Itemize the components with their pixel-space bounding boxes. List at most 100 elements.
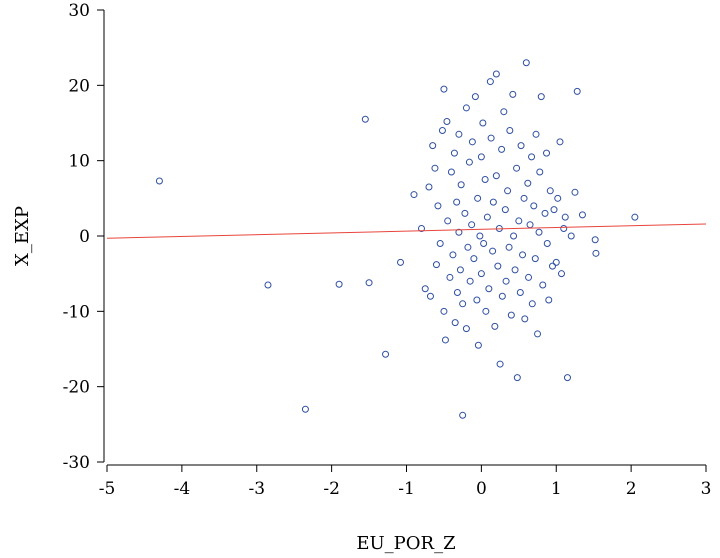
data-point [483,213,491,221]
data-point [446,273,454,281]
data-point [519,251,527,259]
data-point [474,341,482,349]
x-tick-label: -4 [174,479,191,499]
data-point [477,153,485,161]
x-tick-label: -2 [323,479,340,499]
data-point [431,164,439,172]
data-point [476,232,484,240]
data-point [451,319,459,327]
data-point [365,279,373,287]
data-point [525,273,533,281]
data-point [473,296,481,304]
data-point [489,247,497,255]
data-point [573,87,581,95]
data-point [447,168,455,176]
data-point [549,262,557,270]
data-point [545,296,553,304]
data-point [511,266,519,274]
data-point [492,70,500,78]
data-point [504,187,512,195]
data-point [465,158,473,166]
data-point [567,232,575,240]
data-point [502,277,510,285]
data-point [498,292,506,300]
data-point [479,119,487,127]
y-axis-title: X_EXP [12,206,33,266]
data-point [457,181,465,189]
data-point [517,142,525,150]
data-point [554,194,562,202]
data-point [441,336,449,344]
data-point [524,179,532,187]
data-point [440,307,448,315]
data-point [456,266,464,274]
data-point [470,255,478,263]
data-point [591,236,599,244]
data-point [434,202,442,210]
fit-line [106,223,707,239]
data-point [541,209,549,217]
data-point [571,188,579,196]
data-point [509,90,517,98]
data-point [436,240,444,248]
data-point [466,277,474,285]
x-tick-label: 3 [701,479,712,499]
data-point [537,93,545,101]
data-point [513,374,521,382]
y-tick-label: 10 [68,152,90,172]
data-point [421,285,429,293]
x-axis-ticks: -5 -4 -3 -2 -1 0 1 2 3 [99,465,712,499]
data-point [507,311,515,319]
data-point [563,374,571,382]
data-point [455,228,463,236]
data-point [492,172,500,180]
data-point [592,249,600,257]
data-point [361,115,369,123]
data-point [264,281,272,289]
data-point [449,251,457,259]
data-point [471,93,479,101]
data-point [486,78,494,86]
data-point [506,127,514,135]
data-point [578,211,586,219]
data-point [510,232,518,240]
x-axis-title: EU_POR_Z [356,533,455,554]
x-tick-label: 2 [626,479,637,499]
data-point [459,300,467,308]
x-tick-label: 0 [476,479,487,499]
data-point [496,360,504,368]
data-point [444,217,452,225]
data-point [532,130,540,138]
data-point [530,202,538,210]
data-point [501,206,509,214]
data-point [410,191,418,199]
x-tick-label: -3 [248,479,265,499]
data-point [474,194,482,202]
data-point [556,138,564,146]
data-point [425,183,433,191]
data-point [505,243,513,251]
x-tick-label: -5 [99,479,116,499]
data-point [515,217,523,225]
data-point [536,168,544,176]
data-point [477,270,485,278]
data-point [453,289,461,296]
data-point [382,350,390,358]
data-point [513,164,521,172]
data-point [462,325,470,333]
y-axis-ticks: -30 -20 -10 0 10 20 30 [63,1,104,473]
data-point [468,221,476,229]
data-point [631,213,639,221]
data-point [534,330,542,338]
data-point [557,270,565,278]
data-point [301,405,309,413]
data-point [561,213,569,221]
data-point [397,258,405,266]
data-point [498,145,506,153]
data-point [546,187,554,195]
data-point [438,127,446,135]
data-point [481,176,489,183]
data-point [417,224,425,232]
y-tick-label: -10 [63,302,90,322]
